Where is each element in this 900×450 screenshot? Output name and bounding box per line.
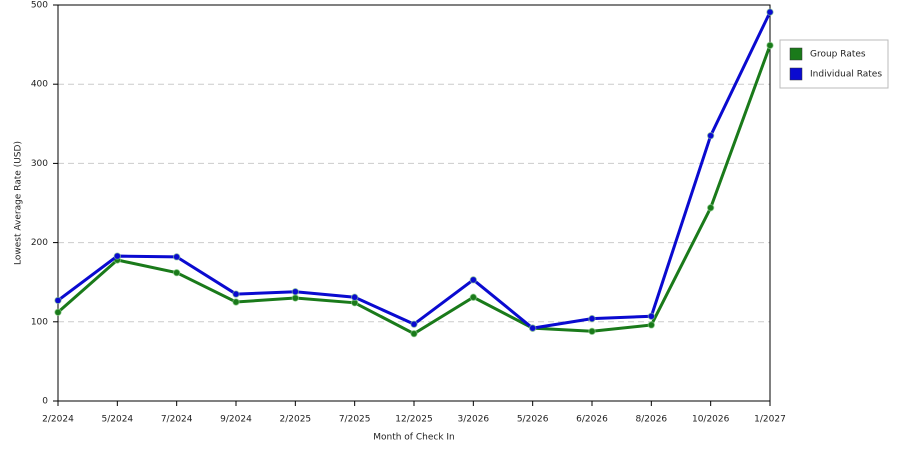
x-tick-label: 7/2025	[339, 415, 371, 425]
point	[113, 252, 122, 260]
y-axis-label: Lowest Average Rate (USD)	[14, 141, 24, 265]
plot-frame	[57, 4, 771, 402]
series-line	[57, 11, 772, 330]
y-tick-label: 200	[31, 238, 48, 248]
x-tick-label: 9/2024	[220, 415, 252, 425]
x-tick-label: 5/2024	[101, 415, 133, 425]
x-tick-label: 10/2026	[692, 415, 730, 425]
x-tick-label: 6/2026	[576, 415, 608, 425]
point	[291, 294, 300, 302]
x-tick-label: 5/2026	[517, 415, 549, 425]
point	[588, 314, 596, 323]
point	[410, 329, 418, 338]
x-tick-label: 3/2026	[457, 415, 489, 425]
point	[350, 293, 359, 301]
y-tick-label: 0	[42, 397, 48, 407]
point	[647, 321, 656, 329]
x-tick-label: 2/2025	[279, 415, 311, 425]
x-tick-label: 2/2024	[42, 415, 74, 425]
point	[232, 290, 240, 298]
y-tick-label: 500	[31, 1, 48, 11]
point	[706, 131, 715, 140]
point	[232, 298, 240, 306]
legend-swatch	[789, 47, 803, 61]
x-axis-label: Month of Check In	[373, 433, 455, 443]
legend-label: Individual Rates	[810, 70, 882, 80]
point	[706, 204, 715, 212]
legend-label: Group Rates	[810, 50, 866, 60]
point	[410, 320, 418, 328]
y-tick-label: 300	[31, 159, 48, 169]
point	[172, 268, 181, 277]
point	[766, 8, 774, 16]
y-tick-label: 400	[31, 80, 48, 90]
series-line	[57, 44, 772, 336]
point	[469, 293, 478, 301]
x-tick-label: 8/2026	[635, 415, 667, 425]
point	[647, 312, 656, 320]
legend-swatch	[789, 67, 803, 81]
point	[588, 327, 596, 336]
point	[172, 253, 181, 261]
point	[291, 288, 300, 296]
y-tick-label: 100	[31, 317, 48, 327]
point	[766, 41, 774, 50]
point	[54, 308, 62, 316]
point	[54, 296, 62, 305]
point	[469, 276, 478, 284]
x-tick-label: 1/2027	[754, 415, 786, 425]
point	[528, 324, 537, 332]
legend-box	[779, 39, 889, 89]
x-tick-label: 12/2025	[395, 415, 432, 425]
x-tick-label: 7/2024	[161, 415, 193, 425]
